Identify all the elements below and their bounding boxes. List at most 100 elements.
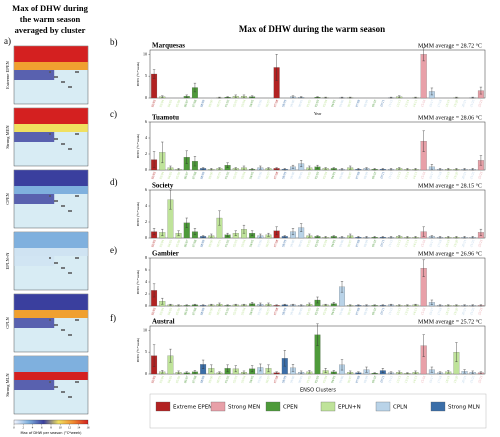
x-tick-label: 07/08 [355, 171, 361, 180]
x-tick-label: 20/21 [461, 171, 467, 180]
x-tick-label: 11/12 [387, 239, 393, 248]
x-tick-label: 97/98 [273, 99, 279, 108]
colorbar-tick-label: 4 [32, 426, 34, 430]
x-tick-label: 90/91 [216, 99, 222, 108]
island [68, 396, 70, 398]
error-bar [218, 210, 221, 226]
map-title-line: the warm season [20, 14, 81, 24]
y-axis-label: DHW (°C*week) [136, 201, 140, 226]
x-tick-label: 82/83 [150, 239, 156, 248]
error-bar [365, 236, 368, 239]
x-tick-label: 97/98 [273, 171, 279, 180]
x-tick-label: 83/84 [159, 171, 165, 180]
error-bar [398, 304, 401, 307]
error-bar [218, 371, 221, 374]
error-bar [275, 304, 278, 307]
error-bar [398, 167, 401, 170]
x-tick-label: 07/08 [355, 375, 361, 384]
error-bar [152, 344, 156, 367]
error-bar [463, 304, 466, 307]
error-bar [299, 370, 303, 374]
error-bar [447, 236, 450, 239]
error-bar [365, 167, 368, 170]
x-tick-label: 19/20 [453, 99, 459, 108]
island [49, 381, 51, 383]
island [49, 319, 51, 321]
island [54, 262, 56, 264]
panel-letter: d) [110, 177, 118, 187]
y-axis-label: DHW (°C*week) [136, 133, 140, 158]
island [56, 386, 58, 388]
island [77, 195, 79, 197]
colorbar-tick-label: 6 [41, 426, 43, 430]
y-tick-label: 6 [145, 119, 147, 124]
x-tick-label: 92/93 [232, 239, 238, 248]
error-bar [447, 168, 450, 171]
y-axis-label: DHW (°C*week) [136, 61, 140, 86]
x-tick-label: 82/83 [150, 99, 156, 108]
x-tick-label: 90/91 [216, 239, 222, 248]
error-bar [406, 168, 409, 171]
x-tick-label: 21/22 [469, 239, 475, 248]
island [70, 396, 72, 398]
x-tick-label: 04/05 [330, 375, 336, 384]
error-bar [308, 165, 311, 170]
island [63, 205, 65, 207]
x-tick-label: 03/04 [322, 375, 328, 384]
x-tick-label: 17/18 [436, 171, 442, 180]
error-bar [348, 96, 352, 99]
x-tick-label: 13/14 [404, 239, 410, 248]
x-tick-label: 03/04 [322, 239, 328, 248]
error-bar [471, 370, 474, 374]
map: Extreme EPEN [5, 45, 89, 105]
island [61, 81, 63, 83]
x-tick-label: 99/00 [289, 239, 295, 248]
x-tick-label: 12/13 [396, 99, 402, 108]
panel-title: Tuamotu [152, 114, 179, 122]
x-tick-label: 91/92 [224, 307, 230, 316]
island [75, 319, 77, 321]
error-bar [381, 168, 385, 171]
x-tick-label: 86/87 [183, 375, 189, 384]
error-bar [340, 359, 344, 371]
map: CPLN [5, 293, 89, 353]
x-tick-label: 93/94 [240, 239, 246, 248]
island [54, 76, 56, 78]
island [63, 391, 65, 393]
x-tick-label: 20/21 [461, 99, 467, 108]
error-bar [283, 304, 287, 306]
error-bar [324, 236, 327, 239]
error-bar [185, 371, 188, 374]
x-tick-label: 98/99 [281, 307, 287, 316]
map-band [14, 70, 55, 80]
x-tick-label: 14/15 [412, 171, 418, 180]
error-bar [357, 236, 360, 239]
map-label: CPEN [5, 193, 10, 205]
colorbar-label: Max of DHW per season (°C*week) [21, 431, 83, 435]
x-tick-label: 02/03 [314, 307, 320, 316]
x-tick-label: 14/15 [412, 99, 418, 108]
x-tick-label: 03/04 [322, 99, 328, 108]
error-bar [471, 96, 474, 99]
error-bar [430, 366, 434, 373]
error-bar [463, 236, 466, 239]
x-tick-label: 12/13 [396, 171, 402, 180]
x-tick-label: 88/89 [199, 307, 205, 316]
x-tick-label: 01/02 [306, 99, 312, 108]
x-tick-label: 00/01 [297, 99, 303, 108]
x-tick-label: 17/18 [436, 99, 442, 108]
x-tick-label: 01/02 [306, 171, 312, 180]
x-tick-label: 02/03 [314, 239, 320, 248]
legend-label: CPEN [283, 405, 298, 411]
error-bar [422, 130, 425, 152]
error-bar [381, 368, 385, 373]
legend-frame [149, 393, 487, 429]
error-bar [479, 86, 483, 95]
x-tick-label: 93/94 [240, 171, 246, 180]
x-tick-label: 01/02 [306, 239, 312, 248]
error-bar [463, 369, 466, 374]
colorbar-tick-label: 8 [50, 426, 52, 430]
map-band [14, 46, 88, 63]
error-bar [185, 304, 188, 307]
